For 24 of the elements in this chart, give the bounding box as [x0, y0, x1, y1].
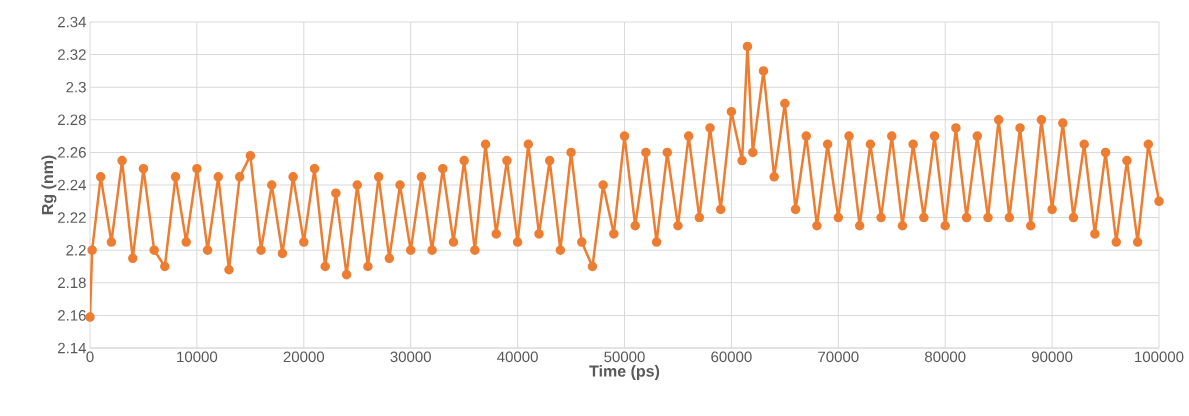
x-tick-label: 60000: [711, 351, 752, 363]
x-tick-label: 90000: [1031, 351, 1073, 363]
x-tick-label: 10000: [177, 351, 218, 363]
x-tick-label: 20000: [283, 351, 325, 363]
y-tick-label: 2.14: [58, 342, 87, 354]
y-tick-label: 2.28: [58, 114, 86, 126]
y-tick-label: 2.24: [58, 179, 87, 191]
y-tick-label: 2.22: [58, 212, 86, 223]
y-tick-label: 2.2: [66, 244, 86, 256]
y-tick-label: 2.18: [58, 277, 86, 289]
y-tick-label: 2.16: [58, 310, 86, 321]
x-tick-label: 0: [86, 351, 94, 363]
x-tick-label: 30000: [390, 351, 431, 363]
y-tick-label: 2.26: [58, 147, 86, 158]
y-tick-label: 2.34: [58, 16, 87, 28]
x-tick-label: 40000: [497, 351, 538, 363]
x-tick-label: 70000: [818, 351, 859, 363]
x-tick-label: 80000: [925, 351, 966, 363]
x-tick-label: 50000: [604, 351, 645, 363]
y-tick-label: 2.32: [58, 49, 86, 60]
y-tick-label: 2.3: [66, 81, 86, 93]
x-axis-title: Time (ps): [589, 365, 660, 380]
y-axis-title: Rg (nm): [41, 155, 57, 215]
x-tick-label: 100000: [1135, 351, 1184, 363]
